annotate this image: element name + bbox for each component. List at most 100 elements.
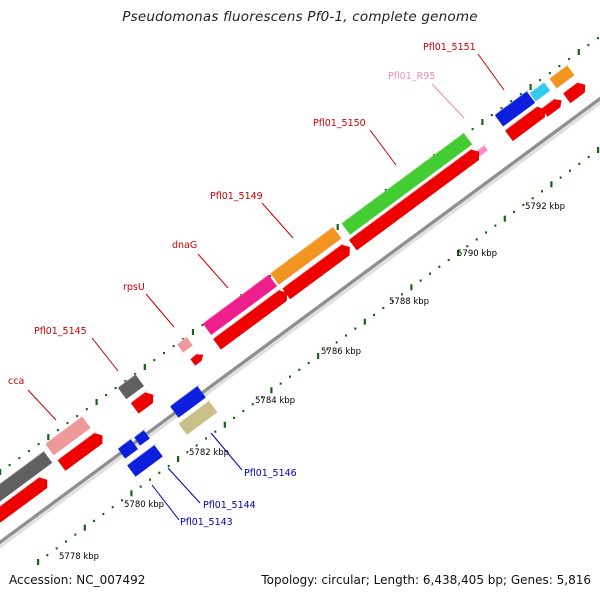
scale-tick bbox=[548, 72, 551, 75]
gene-label-pfl01-5149[interactable]: Pfl01_5149 bbox=[210, 191, 263, 202]
scale-tick bbox=[143, 364, 146, 370]
feature-top-face bbox=[45, 413, 86, 445]
gene-label-pfl01-r95[interactable]: Pfl01_R95 bbox=[388, 71, 435, 82]
scale-tick bbox=[539, 79, 542, 82]
scale-tick bbox=[401, 293, 403, 296]
gene-label-pfl01-5144[interactable]: Pfl01_5144 bbox=[203, 500, 256, 511]
feature-front-face bbox=[476, 145, 488, 157]
feature-cds-block bbox=[190, 351, 204, 366]
scale-tick bbox=[167, 464, 170, 468]
scale-tick bbox=[363, 318, 366, 325]
scale-tick bbox=[587, 44, 590, 47]
scale-tick bbox=[289, 375, 291, 378]
feature-top-face bbox=[213, 287, 283, 340]
leader-line bbox=[210, 432, 243, 471]
feature-top-face bbox=[170, 383, 201, 407]
scale-tick bbox=[83, 524, 86, 531]
scale-tick bbox=[438, 265, 441, 268]
scale-tick bbox=[195, 444, 198, 447]
feature-top-face bbox=[0, 474, 43, 507]
scale-tick bbox=[326, 348, 329, 351]
scale-label: 5780 kbp bbox=[124, 500, 164, 510]
gene-label-pfl01-5151[interactable]: Pfl01_5151 bbox=[423, 42, 476, 53]
feature-front-face bbox=[178, 401, 218, 435]
feature-top-face bbox=[476, 142, 488, 152]
gene-label-rpsu[interactable]: rpsU bbox=[123, 282, 145, 293]
gene-label-dnag[interactable]: dnaG bbox=[172, 240, 197, 251]
scale-tick bbox=[105, 394, 108, 397]
feature-top-face bbox=[505, 103, 541, 131]
feature-pfl01-5146-block bbox=[170, 383, 206, 418]
scale-label: 5782 kbp bbox=[189, 448, 229, 458]
scale-tick bbox=[500, 107, 503, 110]
feature-top-face bbox=[57, 430, 98, 461]
scale-tick bbox=[429, 272, 431, 275]
scale-label: 5784 kbp bbox=[255, 396, 295, 406]
feature-cds-block bbox=[130, 389, 154, 414]
feature-top-face bbox=[541, 96, 558, 109]
feature-front-face bbox=[190, 354, 204, 366]
feature-cds-block bbox=[349, 146, 480, 251]
scale-tick bbox=[558, 65, 561, 68]
feature-front-face bbox=[170, 386, 206, 418]
feature-pfl01-5143-block bbox=[127, 442, 163, 477]
scale-tick bbox=[270, 387, 273, 394]
scale-tick bbox=[111, 506, 114, 509]
scale-tick bbox=[153, 359, 156, 362]
scale-tick bbox=[298, 368, 301, 371]
scale-tick bbox=[531, 197, 534, 200]
scale-tick bbox=[578, 162, 581, 165]
gene-label-cca[interactable]: cca bbox=[8, 376, 24, 387]
feature-small-block bbox=[177, 334, 193, 353]
scale-tick bbox=[172, 345, 175, 348]
gene-label-pfl01-5146[interactable]: Pfl01_5146 bbox=[244, 468, 297, 479]
gene-label-pfl01-5143[interactable]: Pfl01_5143 bbox=[180, 517, 233, 528]
feature-top-face bbox=[117, 371, 139, 388]
scale-tick bbox=[577, 49, 580, 55]
scale-tick bbox=[457, 250, 460, 256]
scale-tick bbox=[139, 485, 142, 488]
feature-front-face bbox=[45, 416, 91, 456]
gene-label-pfl01-5145[interactable]: Pfl01_5145 bbox=[34, 326, 87, 337]
feature-front-face bbox=[134, 430, 150, 446]
gene-label-pfl01-5150[interactable]: Pfl01_5150 bbox=[313, 118, 366, 129]
backbone-shadow bbox=[0, 96, 600, 549]
scale-tick bbox=[214, 430, 217, 433]
feature-front-face bbox=[270, 227, 342, 285]
scale-tick bbox=[382, 306, 385, 310]
scale-label: 5788 kbp bbox=[389, 297, 429, 307]
scale-tick bbox=[471, 128, 474, 131]
scale-tick bbox=[201, 324, 204, 327]
scale-tick bbox=[85, 408, 88, 411]
scale-tick bbox=[163, 352, 165, 355]
feature-cds-block bbox=[505, 103, 546, 142]
feature-cds-block bbox=[541, 96, 562, 117]
feature-top-face bbox=[270, 224, 337, 274]
scale-tick bbox=[569, 169, 571, 172]
feature-pfl01-r95-block bbox=[476, 142, 488, 157]
feature-cds-block bbox=[282, 241, 350, 300]
feature-cds-block bbox=[213, 287, 287, 350]
scale-tick bbox=[186, 451, 189, 454]
scale-tick bbox=[503, 215, 506, 222]
scale-tick bbox=[46, 554, 49, 557]
scale-tick bbox=[410, 284, 413, 291]
scale-tick bbox=[336, 224, 339, 230]
feature-top-face bbox=[0, 448, 47, 485]
feature-khaki-block bbox=[178, 398, 218, 435]
scale-tick bbox=[121, 499, 123, 502]
feature-blocks bbox=[0, 62, 586, 523]
feature-top-face bbox=[130, 389, 149, 404]
feature-cds-block bbox=[0, 474, 48, 523]
scale-tick bbox=[373, 313, 375, 316]
label-leader-lines bbox=[27, 53, 505, 521]
scale-tick bbox=[522, 203, 525, 207]
scale-tick bbox=[597, 37, 599, 40]
leader-line bbox=[27, 389, 57, 421]
scale-tick bbox=[37, 559, 40, 565]
genome-summary-text: Topology: circular; Length: 6,438,405 bp… bbox=[261, 573, 591, 587]
leader-line bbox=[167, 467, 201, 504]
feature-cds-block bbox=[563, 79, 586, 104]
scale-tick bbox=[93, 519, 95, 522]
